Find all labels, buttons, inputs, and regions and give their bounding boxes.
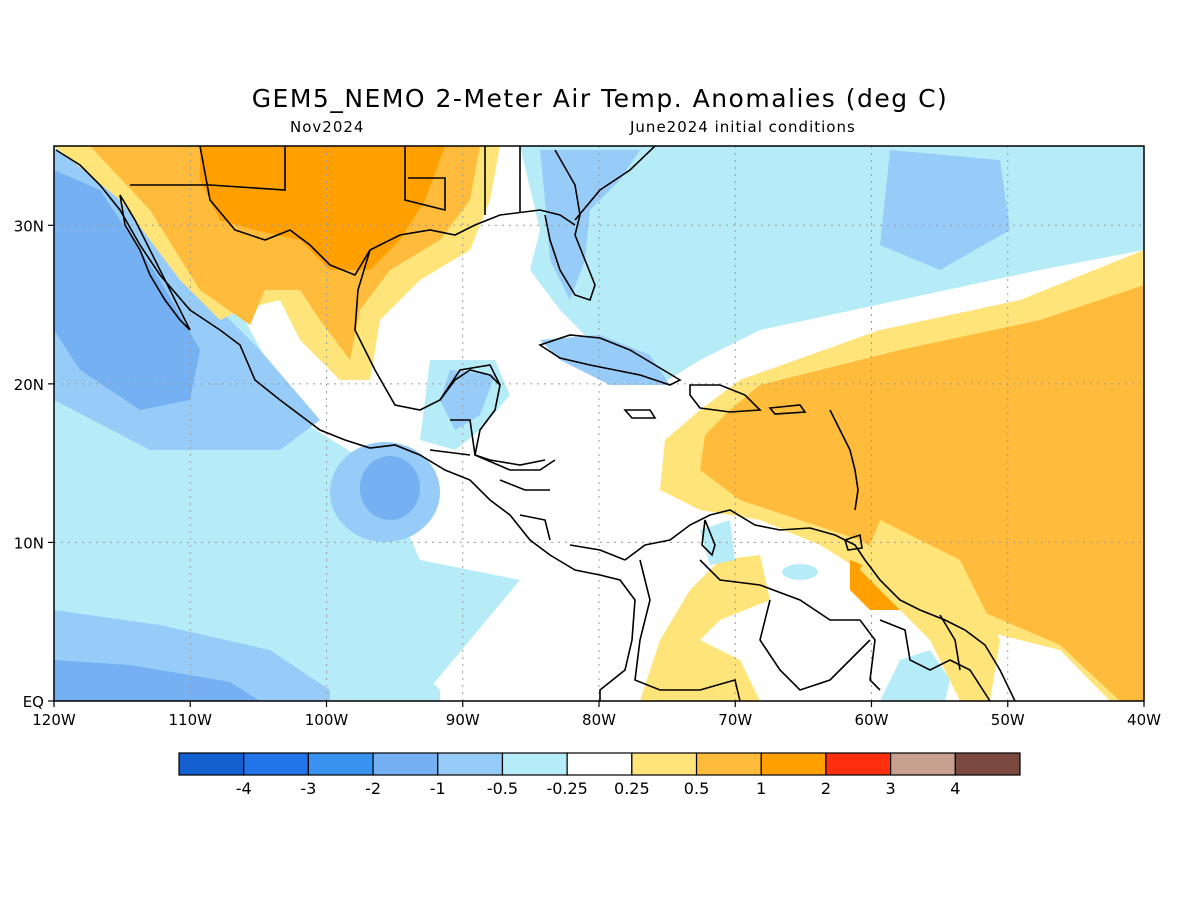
lon-tick-label: 90W (446, 711, 480, 729)
colorbar-label: 3 (886, 779, 896, 798)
lon-tick-label: 70W (718, 711, 752, 729)
initial-conditions-label: June2024 initial conditions (630, 118, 856, 136)
colorbar-swatch (178, 752, 245, 776)
colorbar-swatch (760, 752, 827, 776)
lat-tick-label: 30N (14, 217, 44, 235)
colorbar-swatch (954, 752, 1021, 776)
lon-tick-label: 120W (32, 711, 76, 729)
colorbar-swatch (695, 752, 762, 776)
colorbar-label: 1 (756, 779, 766, 798)
colorbar-swatch (825, 752, 892, 776)
colorbar-label: -1 (430, 779, 446, 798)
lon-tick-label: 100W (305, 711, 349, 729)
lon-tick-label: 50W (991, 711, 1025, 729)
colorbar-label: 0.5 (684, 779, 709, 798)
lat-tick-label: 10N (14, 534, 44, 552)
axis-ticks: 120W 110W 100W 90W 80W 70W 60W 50W 40W EQ 10N 20N 30… (14, 217, 1161, 729)
colorbar-swatch (372, 752, 439, 776)
colorbar-swatch (307, 752, 374, 776)
colorbar-swatch (890, 752, 956, 776)
valid-month: Nov2024 (290, 118, 365, 136)
colorbar-label: -0.5 (487, 779, 518, 798)
colorbar-swatch (437, 752, 504, 776)
colorbar-label: 4 (950, 779, 960, 798)
lon-tick-label: 60W (855, 711, 889, 729)
anomaly-shading (54, 146, 1144, 701)
colorbar: -4 -3 -2 -1 -0.5 -0.25 0.25 0.5 1 2 3 4 (178, 752, 1021, 798)
coastlines (55, 146, 1016, 701)
lat-tick-label: EQ (23, 693, 44, 711)
colorbar-label: -4 (236, 779, 252, 798)
colorbar-label: -0.25 (546, 779, 587, 798)
lat-tick-label: 20N (14, 376, 44, 394)
colorbar-label: 2 (821, 779, 831, 798)
lon-tick-label: 80W (582, 711, 616, 729)
lon-tick-label: 40W (1127, 711, 1161, 729)
figure-title: GEM5_NEMO 2-Meter Air Temp. Anomalies (d… (251, 84, 949, 113)
graticule (54, 146, 1144, 701)
lon-tick-label: 110W (169, 711, 213, 729)
colorbar-swatch (501, 752, 568, 776)
colorbar-swatch (243, 752, 309, 776)
colorbar-swatch (566, 752, 633, 776)
colorbar-label: 0.25 (614, 779, 650, 798)
colorbar-label: -3 (300, 779, 316, 798)
colorbar-label: -2 (365, 779, 381, 798)
colorbar-swatch (631, 752, 698, 776)
